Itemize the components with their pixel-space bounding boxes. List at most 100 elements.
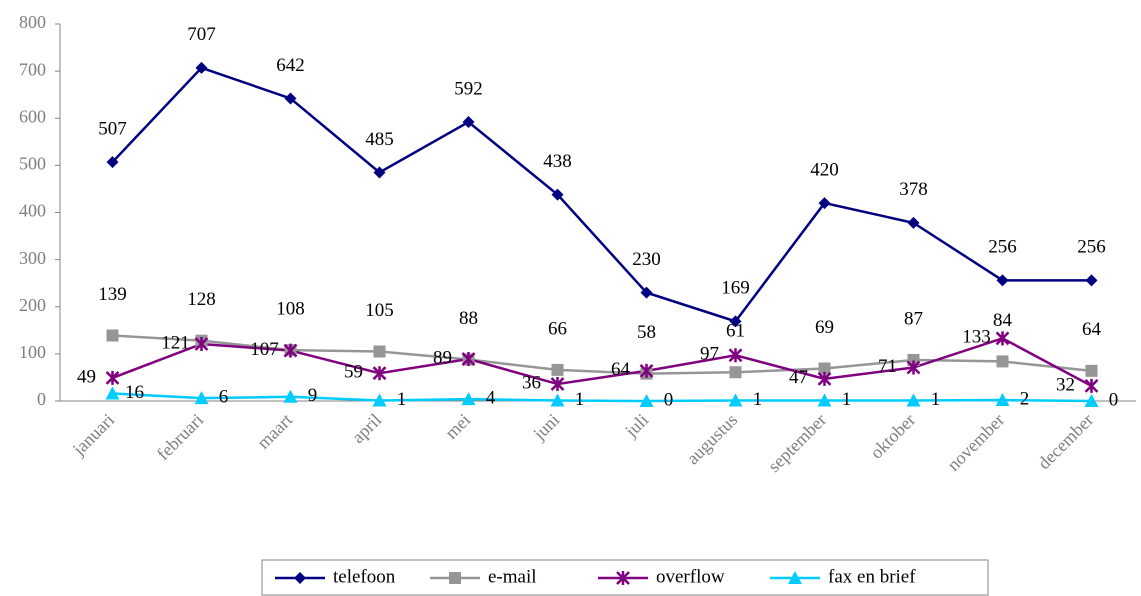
marker <box>195 61 208 74</box>
data-label: 230 <box>632 249 661 270</box>
y-tick-label: 500 <box>19 154 46 174</box>
data-label: 507 <box>98 118 127 139</box>
y-tick-label: 800 <box>19 12 46 32</box>
y-tick-label: 700 <box>19 59 46 79</box>
marker <box>372 366 387 381</box>
marker <box>817 393 832 407</box>
marker <box>995 331 1010 346</box>
marker <box>283 343 298 358</box>
data-label: 88 <box>459 308 478 329</box>
data-label: 592 <box>454 78 483 99</box>
marker <box>105 370 120 385</box>
marker <box>907 216 920 229</box>
data-label: 707 <box>187 24 216 45</box>
x-tick-label: mei <box>441 410 474 443</box>
y-tick-label: 0 <box>37 389 46 409</box>
data-label: 6 <box>219 387 229 408</box>
marker <box>194 391 209 405</box>
x-tick-label: januari <box>68 410 118 460</box>
marker <box>906 360 921 375</box>
marker <box>194 336 209 351</box>
data-label: 438 <box>543 151 572 172</box>
marker <box>818 362 831 375</box>
x-tick-label: juni <box>529 410 564 445</box>
x-tick-label: april <box>348 410 385 447</box>
data-label: 87 <box>904 308 923 329</box>
marker <box>640 286 653 299</box>
x-tick-label: september <box>764 410 830 476</box>
marker <box>639 394 654 407</box>
y-tick-label: 200 <box>19 295 46 315</box>
marker <box>551 188 564 201</box>
marker <box>462 116 475 129</box>
data-label: 128 <box>187 289 216 310</box>
data-label: 133 <box>962 327 991 348</box>
data-label: 1 <box>931 389 941 410</box>
marker <box>639 363 654 378</box>
marker <box>449 572 461 584</box>
marker <box>1084 394 1099 407</box>
marker <box>1084 378 1099 393</box>
data-label: 4 <box>486 387 496 408</box>
marker <box>817 371 832 386</box>
marker <box>550 377 565 392</box>
data-label: 169 <box>721 278 750 299</box>
data-label: 9 <box>308 385 318 406</box>
marker <box>729 315 742 328</box>
data-label: 97 <box>700 344 719 365</box>
marker <box>616 571 630 585</box>
marker <box>106 156 119 169</box>
data-label: 16 <box>125 382 144 403</box>
marker <box>1085 364 1098 377</box>
data-label: 1 <box>842 389 852 410</box>
legend-label: telefoon <box>333 566 396 587</box>
data-label: 121 <box>161 332 190 353</box>
data-label: 69 <box>815 317 834 338</box>
data-label: 64 <box>1082 319 1102 340</box>
legend-label: overflow <box>656 566 725 587</box>
data-label: 1 <box>575 389 585 410</box>
x-tick-label: december <box>1034 410 1098 474</box>
marker <box>550 393 565 407</box>
marker <box>728 393 743 407</box>
marker <box>1085 274 1098 287</box>
x-tick-label: oktober <box>866 410 919 463</box>
marker <box>728 348 743 363</box>
marker <box>283 389 298 403</box>
data-label: 36 <box>522 372 541 393</box>
legend: telefoon e-mail overflow fax en brief <box>261 559 989 596</box>
data-label: 1 <box>397 389 407 410</box>
data-label: 66 <box>548 318 567 339</box>
series-line <box>112 336 1093 388</box>
marker <box>373 345 386 358</box>
data-label: 0 <box>1109 389 1119 410</box>
data-label: 49 <box>77 366 96 387</box>
marker <box>105 386 120 400</box>
marker <box>996 355 1009 368</box>
data-label: 84 <box>993 310 1013 331</box>
data-label: 89 <box>433 347 452 368</box>
y-tick-label: 100 <box>19 342 46 362</box>
x-tick-label: maart <box>253 410 296 453</box>
data-label: 32 <box>1056 374 1075 395</box>
data-label: 485 <box>365 129 394 150</box>
data-label: 139 <box>98 284 127 305</box>
x-tick-label: juli <box>620 410 652 442</box>
marker <box>461 352 476 367</box>
data-label: 2 <box>1020 388 1030 409</box>
marker <box>106 329 119 342</box>
marker <box>995 393 1010 407</box>
data-label: 108 <box>276 298 305 319</box>
data-label: 105 <box>365 300 394 321</box>
marker <box>818 197 831 210</box>
data-label: 256 <box>988 237 1017 258</box>
data-label: 107 <box>250 339 279 360</box>
data-label: 0 <box>664 389 674 410</box>
marker <box>461 392 476 406</box>
data-label: 59 <box>344 362 363 383</box>
marker <box>788 571 802 584</box>
data-label: 61 <box>726 321 745 342</box>
marker <box>373 166 386 179</box>
data-label: 1 <box>753 389 763 410</box>
